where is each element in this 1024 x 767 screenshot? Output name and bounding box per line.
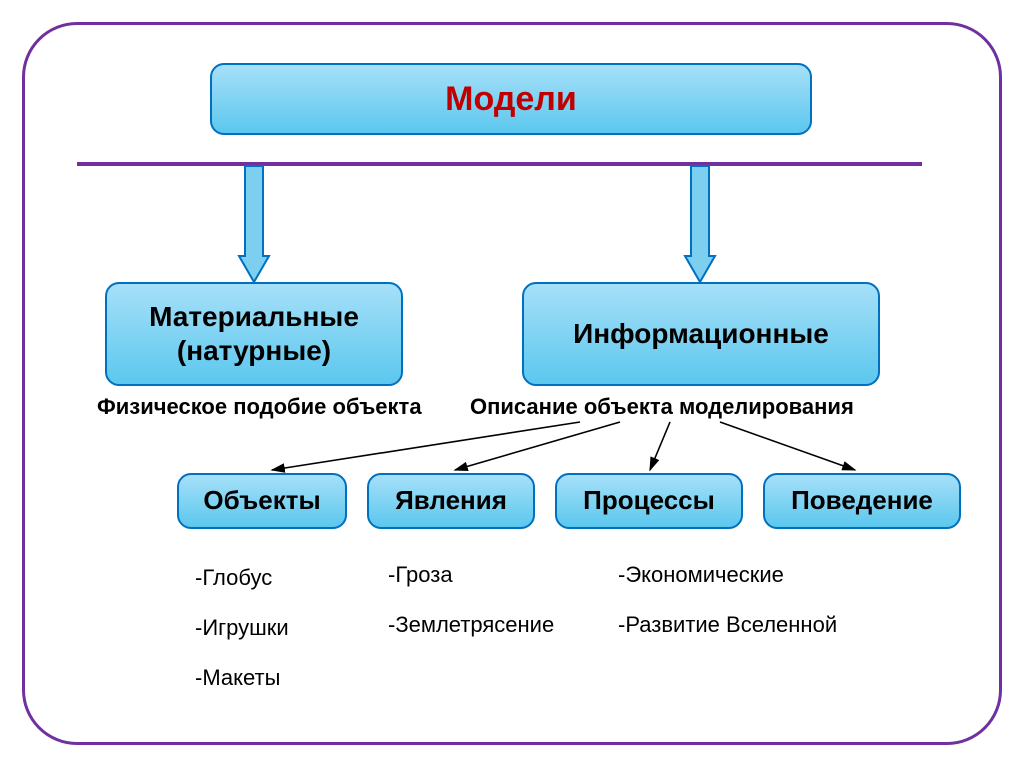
leaf-behavior: Поведение [763, 473, 961, 529]
thin-arrows [0, 0, 1024, 767]
leaf-label: Явления [395, 485, 507, 516]
example: -Макеты [195, 665, 280, 691]
leaf-label: Процессы [583, 485, 715, 516]
example: -Развитие Вселенной [618, 612, 837, 638]
example: -Игрушки [195, 615, 289, 641]
example: -Экономические [618, 562, 784, 588]
example: -Гроза [388, 562, 453, 588]
leaf-label: Объекты [203, 485, 320, 516]
leaf-processes: Процессы [555, 473, 743, 529]
leaf-phenomena: Явления [367, 473, 535, 529]
example: -Глобус [195, 565, 272, 591]
example: -Землетрясение [388, 612, 554, 638]
leaf-label: Поведение [791, 485, 933, 516]
leaf-objects: Объекты [177, 473, 347, 529]
